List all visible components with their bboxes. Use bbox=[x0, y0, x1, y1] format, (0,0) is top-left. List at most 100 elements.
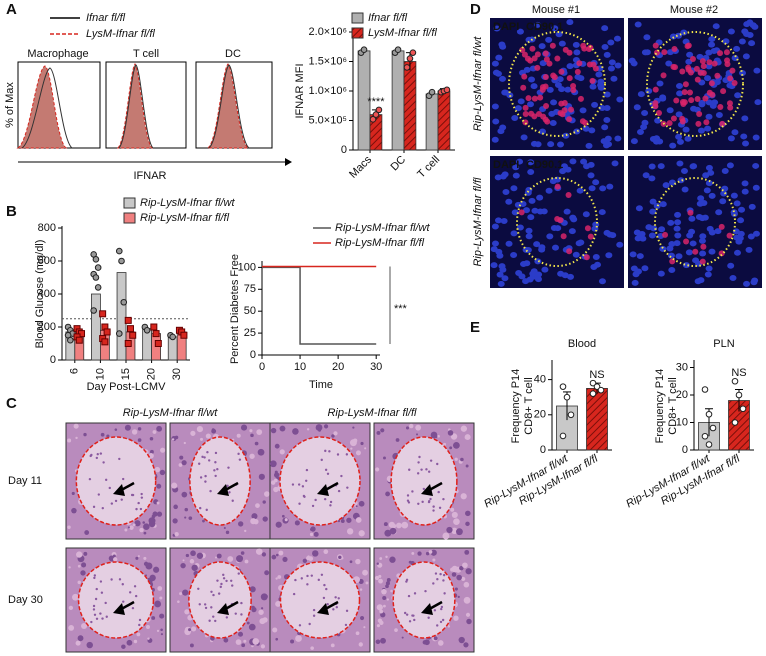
nucleus bbox=[697, 127, 705, 134]
texture bbox=[129, 525, 134, 530]
cd90-cell bbox=[717, 103, 724, 110]
data-point bbox=[567, 411, 575, 419]
histology-image bbox=[65, 547, 167, 653]
texture bbox=[101, 617, 104, 620]
histology-image bbox=[373, 547, 475, 653]
nucleus bbox=[665, 60, 673, 67]
nucleus bbox=[540, 208, 548, 215]
nucleus bbox=[549, 119, 557, 126]
cd90-cell bbox=[560, 233, 567, 240]
nucleus bbox=[667, 252, 675, 259]
cd90-cell bbox=[566, 116, 573, 123]
nucleus bbox=[741, 115, 749, 122]
data-point bbox=[705, 410, 713, 418]
data-point bbox=[406, 55, 414, 62]
texture bbox=[292, 428, 299, 435]
islet bbox=[279, 561, 361, 639]
texture bbox=[219, 585, 222, 589]
nucleus bbox=[750, 279, 758, 286]
texture bbox=[437, 640, 444, 646]
texture bbox=[413, 618, 416, 622]
cd90-cell bbox=[531, 55, 538, 62]
texture bbox=[140, 492, 143, 496]
texture bbox=[306, 583, 309, 586]
texture bbox=[460, 493, 467, 500]
histogram-curve bbox=[206, 63, 250, 149]
legend-label: Rip-LysM-Ifnar fl/fl bbox=[140, 212, 230, 224]
nucleus bbox=[675, 83, 683, 90]
texture bbox=[81, 562, 87, 568]
data-point bbox=[709, 424, 717, 432]
texture bbox=[76, 551, 83, 558]
cd90-cell bbox=[699, 58, 706, 65]
texture bbox=[305, 468, 309, 472]
nucleus bbox=[648, 175, 656, 182]
nucleus bbox=[597, 78, 605, 85]
texture bbox=[376, 562, 379, 565]
texture bbox=[306, 574, 309, 578]
texture bbox=[408, 620, 412, 623]
texture bbox=[355, 631, 360, 636]
nucleus bbox=[516, 158, 524, 165]
texture bbox=[457, 595, 460, 599]
legend-label: LysM-Ifnar fl/fl bbox=[368, 27, 437, 39]
texture bbox=[427, 616, 430, 619]
texture bbox=[225, 579, 228, 583]
nucleus bbox=[711, 99, 719, 106]
texture bbox=[446, 526, 453, 534]
nucleus bbox=[705, 180, 713, 187]
texture bbox=[355, 505, 358, 508]
texture bbox=[249, 429, 253, 433]
texture bbox=[261, 552, 267, 557]
texture bbox=[330, 643, 335, 648]
texture bbox=[290, 639, 295, 644]
legend-label: Ifnar fl/fl bbox=[86, 12, 126, 24]
cd90-cell bbox=[586, 61, 593, 68]
cd90-cell bbox=[727, 75, 734, 82]
nucleus bbox=[738, 206, 746, 213]
x-tick-label: 0 bbox=[259, 361, 265, 373]
texture bbox=[458, 636, 465, 644]
nucleus bbox=[522, 278, 530, 285]
texture bbox=[340, 519, 345, 523]
data-point bbox=[90, 307, 97, 314]
texture bbox=[68, 605, 74, 611]
nucleus bbox=[653, 203, 661, 210]
texture bbox=[277, 575, 282, 579]
texture bbox=[110, 502, 114, 505]
data-point bbox=[115, 247, 123, 255]
texture bbox=[355, 450, 361, 456]
texture bbox=[456, 574, 462, 581]
arrow bbox=[317, 603, 329, 615]
texture bbox=[122, 600, 125, 603]
nucleus bbox=[666, 107, 674, 114]
texture bbox=[305, 479, 308, 482]
texture bbox=[172, 518, 178, 524]
texture bbox=[432, 558, 436, 562]
nucleus bbox=[601, 25, 609, 32]
cd90-cell bbox=[581, 45, 588, 52]
texture bbox=[212, 593, 215, 597]
nucleus bbox=[610, 75, 618, 82]
texture bbox=[376, 624, 381, 628]
texture bbox=[95, 587, 98, 591]
texture bbox=[154, 600, 162, 608]
data-point bbox=[428, 88, 436, 96]
texture bbox=[92, 505, 96, 509]
cd90-cell bbox=[554, 55, 561, 62]
texture bbox=[416, 472, 420, 475]
texture bbox=[462, 562, 468, 569]
cd90-cell bbox=[554, 215, 561, 222]
texture bbox=[383, 604, 386, 608]
texture bbox=[415, 424, 422, 431]
cd90-cell bbox=[711, 60, 718, 67]
legend-label: Rip-LysM-Ifnar fl/wt bbox=[140, 197, 235, 209]
texture bbox=[358, 500, 365, 507]
nucleus bbox=[535, 271, 543, 278]
nucleus bbox=[676, 160, 684, 167]
cd90-cell bbox=[570, 83, 577, 90]
texture bbox=[208, 619, 211, 622]
texture bbox=[324, 449, 327, 453]
fluorescence-image bbox=[628, 18, 762, 150]
nucleus bbox=[727, 28, 735, 35]
